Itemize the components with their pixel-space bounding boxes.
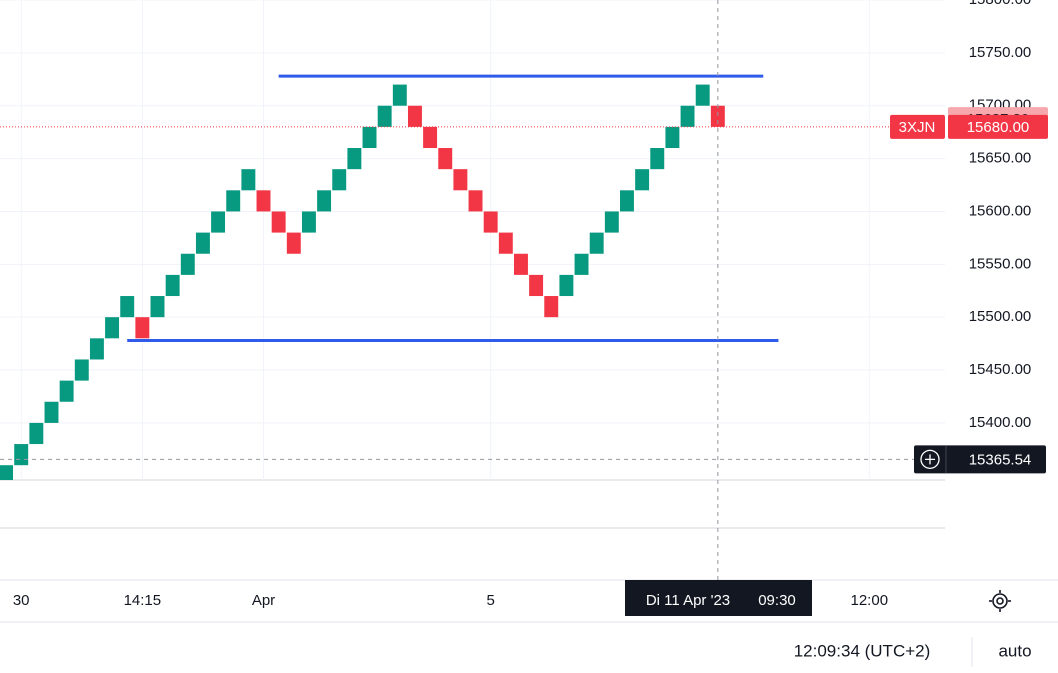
renko-brick (529, 274, 544, 297)
renko-brick (89, 338, 104, 360)
renko-brick (589, 232, 604, 254)
renko-brick (604, 211, 619, 233)
renko-brick (195, 232, 210, 254)
renko-brick (710, 105, 725, 127)
y-tick-label: 15800.00 (969, 0, 1032, 8)
crosshair-price-box (914, 445, 1046, 474)
y-tick-label: 15750.00 (969, 44, 1032, 61)
symbol-tag: 3XJN (899, 119, 936, 136)
scale-mode[interactable]: auto (998, 641, 1031, 660)
renko-brick (665, 126, 680, 149)
renko-brick (377, 105, 392, 127)
renko-brick (513, 253, 528, 275)
renko-brick (135, 317, 150, 339)
renko-brick (468, 190, 483, 212)
renko-brick (226, 190, 241, 212)
y-tick-label: 15400.00 (969, 414, 1032, 431)
renko-brick (150, 296, 165, 318)
x-tick-label: 5 (487, 592, 495, 609)
renko-brick (44, 401, 59, 423)
renko-brick (241, 169, 256, 191)
renko-brick (317, 190, 332, 212)
crosshair-price-label: 15365.54 (969, 451, 1032, 468)
price-label: 15680.00 (967, 119, 1030, 136)
symbol-tag-box (890, 114, 945, 139)
renko-brick (74, 359, 89, 381)
renko-brick (650, 148, 665, 170)
renko-brick (559, 274, 574, 297)
x-tick-label: Apr (252, 592, 275, 609)
crosshair-time-box (625, 580, 812, 616)
plot-area (0, 0, 945, 480)
renko-brick (256, 190, 271, 212)
renko-brick (14, 444, 29, 466)
renko-brick (544, 296, 559, 318)
renko-brick (347, 148, 362, 170)
renko-brick (211, 211, 226, 233)
settings-icon[interactable] (989, 590, 1011, 612)
crosshair-time-label: 09:30 (758, 592, 796, 609)
renko-brick (362, 126, 377, 149)
renko-brick (29, 422, 44, 445)
renko-brick (695, 84, 710, 106)
renko-brick (438, 148, 453, 170)
renko-brick (271, 211, 286, 233)
y-tick-label: 15500.00 (969, 308, 1032, 325)
x-tick-label: 30 (13, 592, 30, 609)
y-tick-label: 15550.00 (969, 255, 1032, 272)
crosshair-date-label: Di 11 Apr '23 (646, 592, 730, 609)
x-tick-label: 12:00 (851, 592, 889, 609)
renko-brick (120, 296, 135, 318)
renko-brick (407, 105, 422, 127)
y-tick-label: 15450.00 (969, 361, 1032, 378)
renko-brick (635, 169, 650, 191)
renko-brick (105, 317, 120, 339)
renko-brick (574, 253, 589, 275)
renko-brick (453, 169, 468, 191)
add-alert-icon[interactable] (920, 449, 940, 469)
add-alert-plus (925, 454, 935, 465)
renko-brick (392, 84, 407, 106)
y-tick-label: 15600.00 (969, 202, 1032, 219)
y-tick-label: 15650.00 (969, 150, 1032, 167)
renko-brick (0, 465, 14, 480)
renko-brick (59, 380, 74, 402)
renko-brick (301, 211, 316, 233)
renko-brick (620, 190, 634, 212)
renko-brick (680, 105, 695, 127)
price-label-box (948, 114, 1048, 139)
renko-brick (498, 232, 513, 254)
renko-brick (165, 274, 180, 297)
renko-brick (180, 253, 195, 275)
renko-brick (483, 211, 498, 233)
renko-brick (286, 232, 301, 254)
clock: 12:09:34 (UTC+2) (794, 641, 931, 660)
x-tick-label: 14:15 (124, 592, 162, 609)
renko-brick (332, 169, 347, 191)
renko-brick (423, 126, 438, 149)
